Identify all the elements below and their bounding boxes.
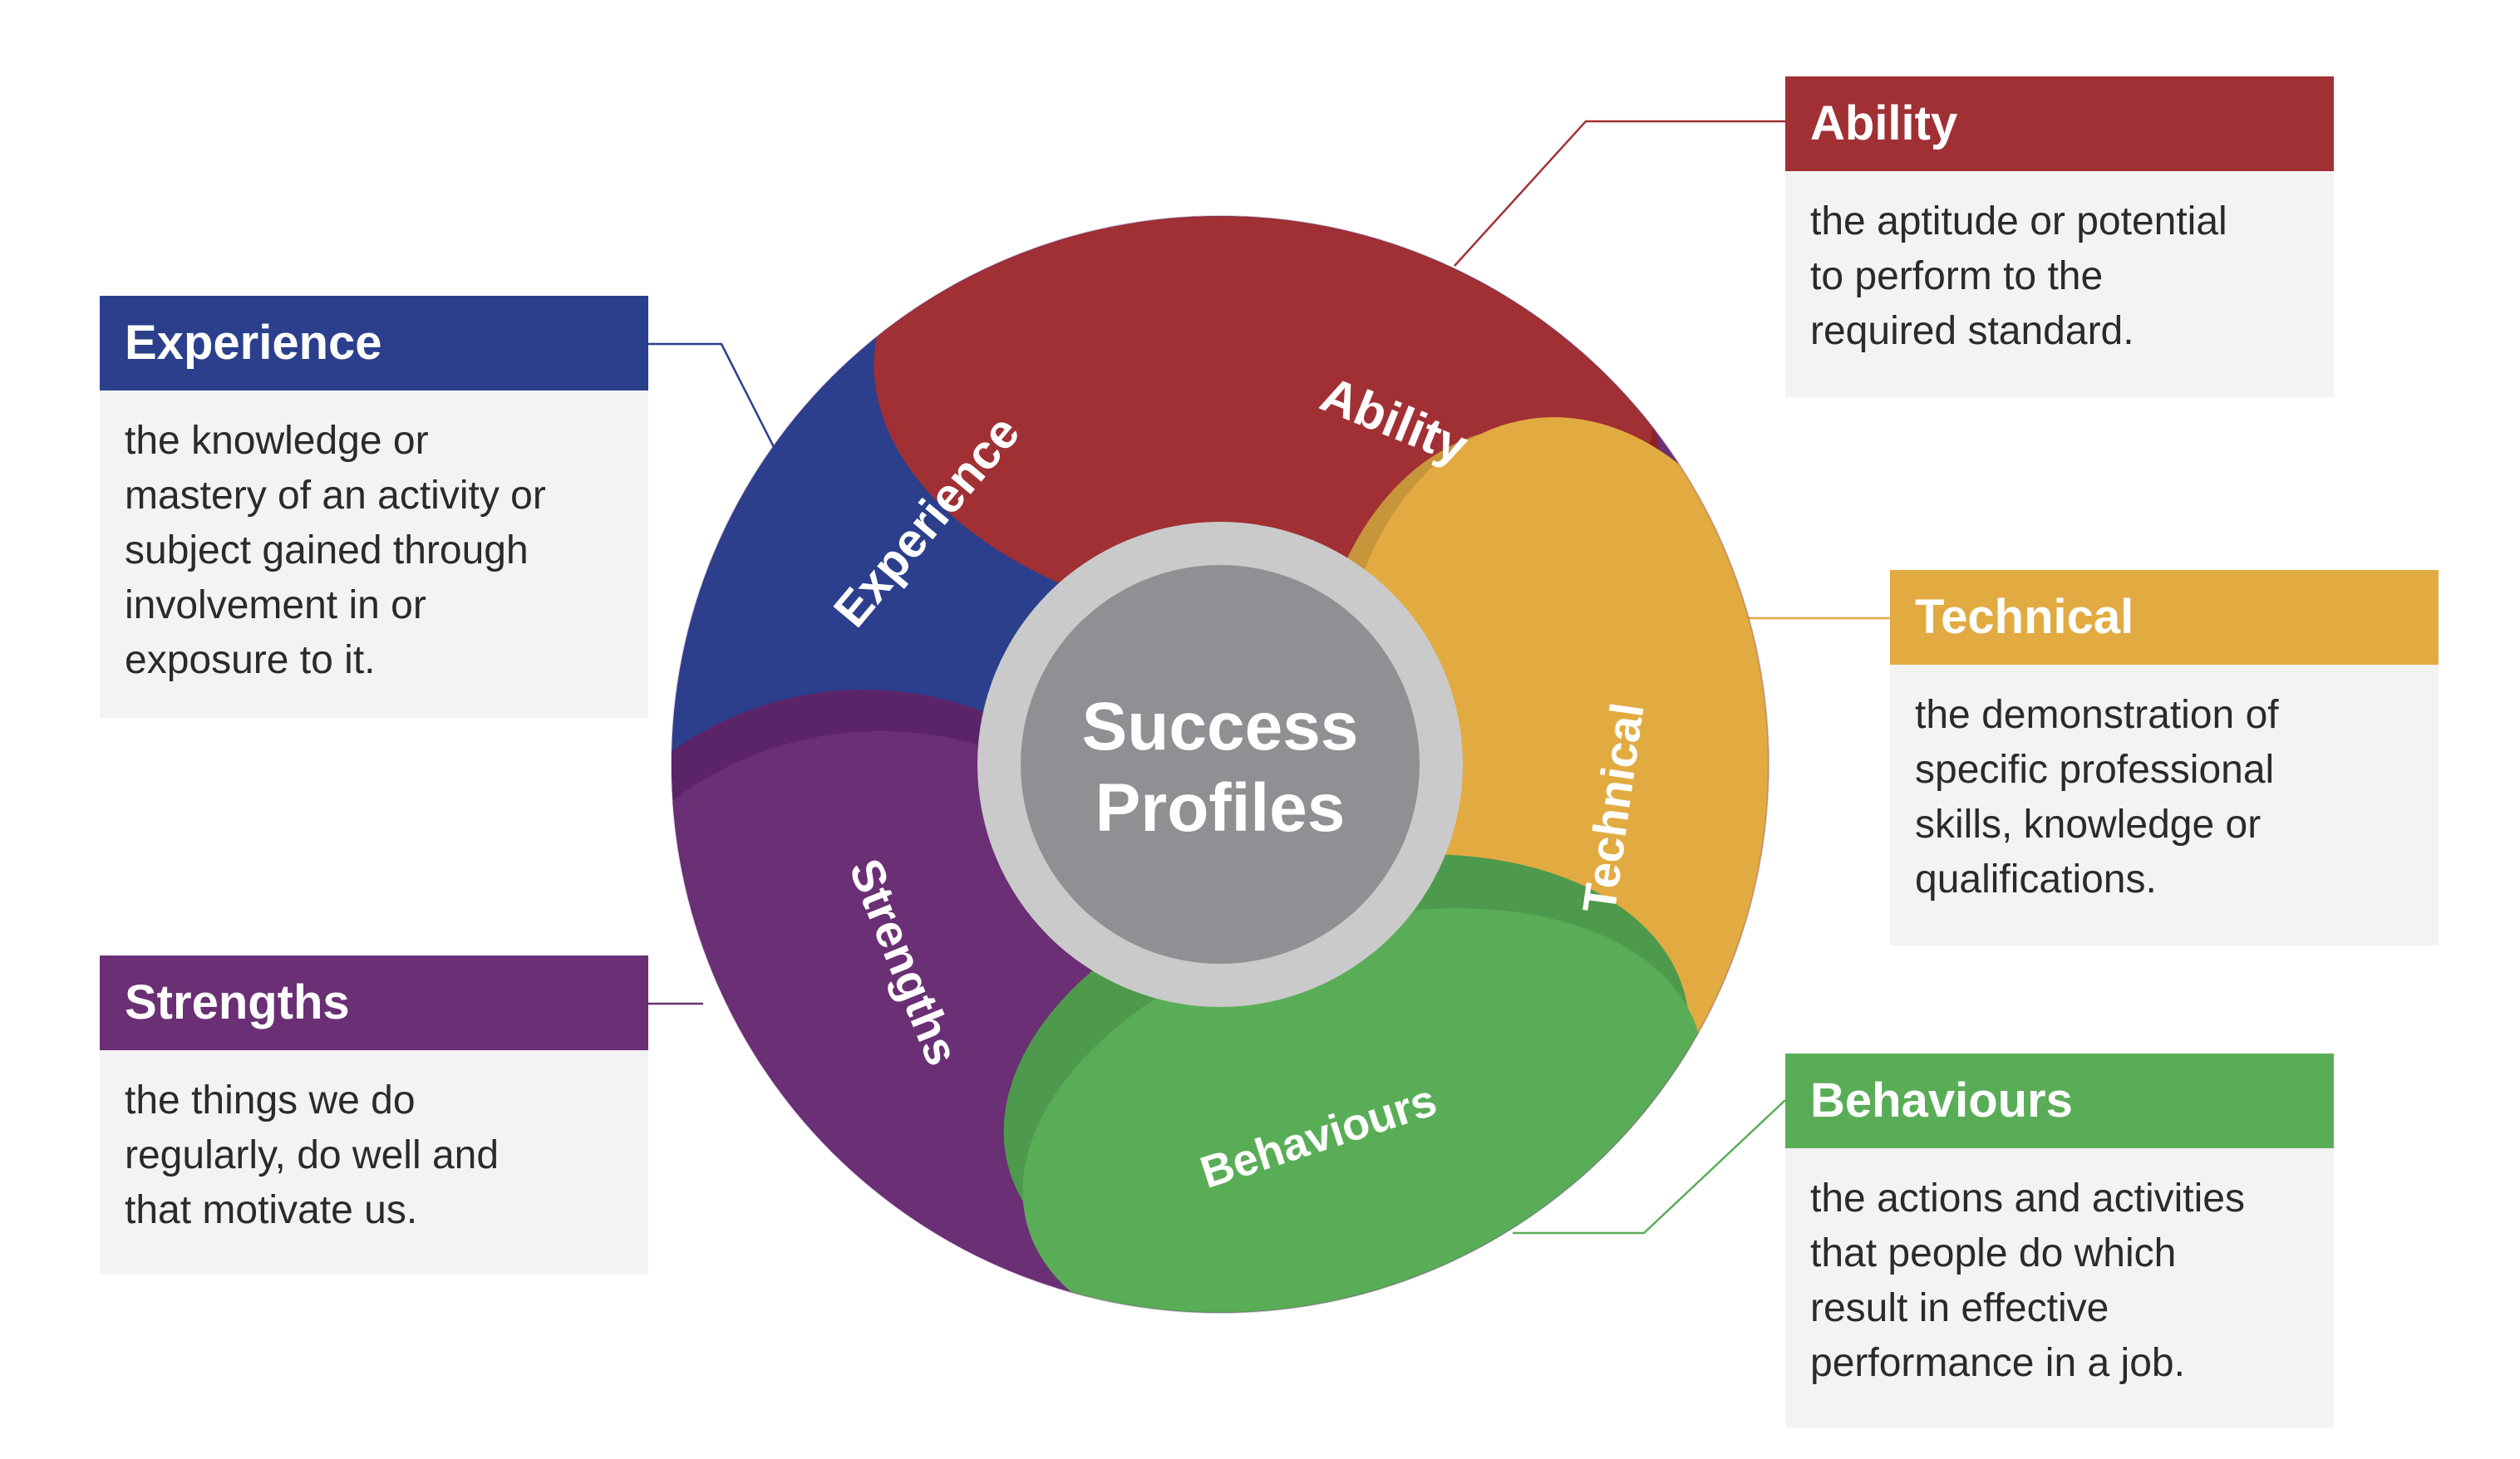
callout-ability: Ability the aptitude or potential to per… [1785, 76, 2334, 397]
connector-ability [1454, 120, 1785, 267]
callout-experience-line: exposure to it. [125, 638, 376, 682]
callout-technical-line: specific professional [1915, 748, 2275, 792]
callout-strengths-line: the things we do [125, 1078, 416, 1122]
callout-behaviours-title: Behaviours [1785, 1054, 2334, 1148]
callout-technical-line: qualifications. [1915, 857, 2157, 901]
callout-ability-line: to perform to the [1810, 254, 2104, 298]
callout-strengths: Strengths the things we do regularly, do… [100, 955, 648, 1275]
callout-technical-line: skills, knowledge or [1915, 803, 2262, 847]
callout-strengths-title: Strengths [100, 955, 648, 1050]
callout-ability-description: the aptitude or potential to perform to … [1785, 171, 2334, 397]
callout-technical: Technical the demonstration of specific … [1890, 570, 2439, 946]
callout-experience-line: the knowledge or [125, 419, 429, 463]
center-title-line2: Profiles [1095, 770, 1346, 846]
callout-experience-line: mastery of an activity or [125, 474, 546, 518]
center-disc [1021, 565, 1420, 964]
callout-strengths-description: the things we do regularly, do well and … [100, 1050, 648, 1275]
connector-experience [648, 342, 776, 449]
callout-ability-title: Ability [1785, 76, 2334, 171]
callout-technical-description: the demonstration of specific profession… [1890, 665, 2439, 946]
callout-ability-line: the aptitude or potential [1810, 199, 2227, 243]
callout-ability-line: required standard. [1810, 309, 2134, 353]
callout-strengths-line: regularly, do well and [125, 1133, 500, 1177]
callout-behaviours-line: that people do which [1810, 1231, 2177, 1275]
callout-experience-title: Experience [100, 296, 648, 391]
callout-technical-line: the demonstration of [1915, 693, 2279, 737]
center-title-line1: Success [1082, 689, 1359, 764]
callout-behaviours-line: the actions and activities [1810, 1177, 2245, 1221]
connector-behaviours [1513, 1099, 1786, 1235]
callout-strengths-line: that motivate us. [125, 1188, 418, 1232]
callout-behaviours-line: performance in a job. [1810, 1341, 2185, 1385]
callout-experience: Experience the knowledge or mastery of a… [100, 296, 648, 718]
callout-behaviours-description: the actions and activities that people d… [1785, 1148, 2334, 1427]
callout-behaviours: Behaviours the actions and activities th… [1785, 1054, 2334, 1427]
callout-experience-line: involvement in or [125, 583, 426, 627]
callout-behaviours-line: result in effective [1810, 1286, 2109, 1330]
callout-experience-line: subject gained through [125, 528, 529, 572]
callout-experience-description: the knowledge or mastery of an activity … [100, 391, 648, 718]
callout-technical-title: Technical [1890, 570, 2439, 665]
